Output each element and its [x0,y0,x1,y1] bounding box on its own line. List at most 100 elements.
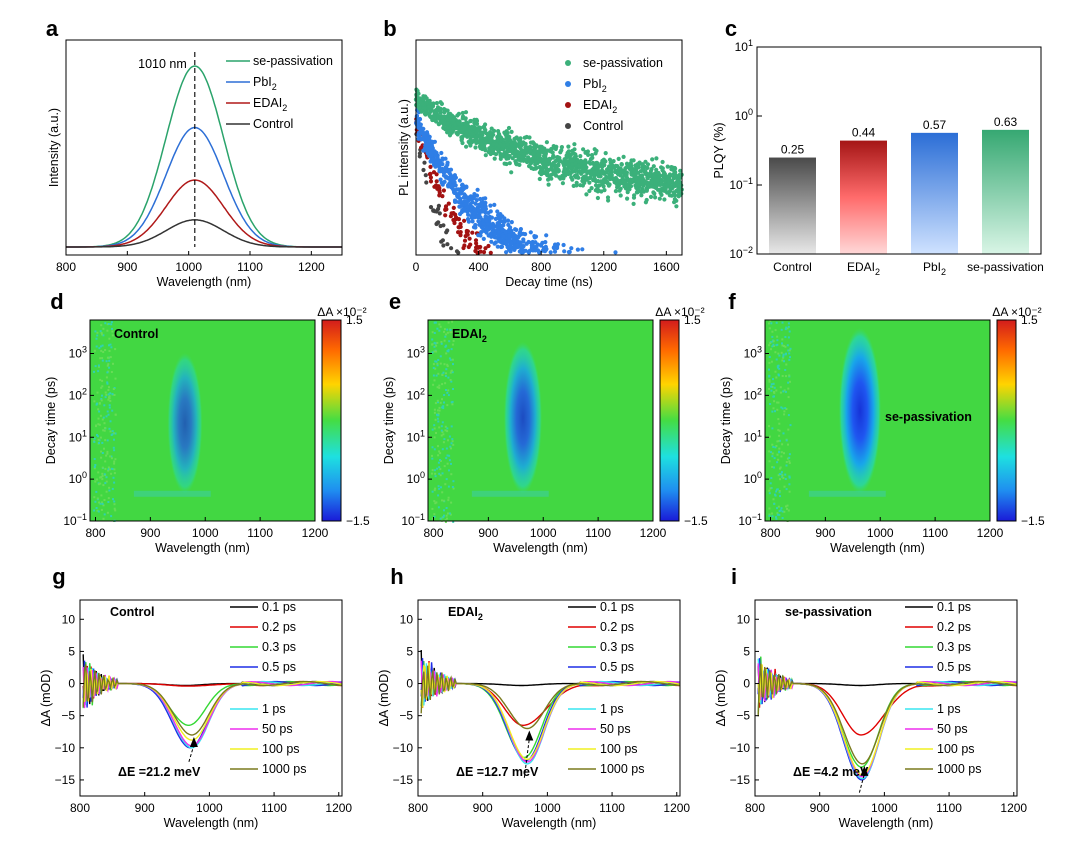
scatter-point [585,169,590,174]
heatmap-noise [433,436,436,439]
heatmap-noise [108,404,111,407]
scatter-point [548,147,554,153]
heatmap-noise [444,382,447,385]
heatmap-noise [100,508,103,511]
y-tick-label-f-3: 102 [744,386,762,402]
heatmap-noise [443,394,446,396]
scatter-point [446,201,451,206]
scatter-point [478,134,483,140]
y-tick-label-c-0: 10−2 [729,245,753,261]
scatter-point [452,176,457,181]
scatter-point [662,178,668,184]
heatmap-noise [787,443,789,446]
scatter-point [442,170,447,175]
scatter-point [488,130,493,135]
scatter-point [535,152,540,158]
heatmap-noise [786,507,788,510]
x-tick-label-h-2: 1000 [534,801,561,815]
scatter-point [576,163,581,168]
scatter-point [477,202,482,207]
heatmap-noise [434,360,437,363]
heatmap-noise [109,400,112,402]
x-tick-label-b-0: 0 [413,260,420,274]
heatmap-noise [775,517,778,520]
scatter-point [503,229,508,235]
heatmap-noise [781,474,784,477]
heatmap-noise [437,401,439,404]
scatter-point [566,171,571,177]
scatter-point [629,171,634,176]
heatmap-noise [438,323,441,326]
heatmap-noise [451,438,454,441]
heatmap-noise [784,345,787,348]
heatmap-noise [779,509,782,512]
scatter-point [464,144,469,149]
heatmap-noise [111,430,114,433]
scatter-point [519,141,524,146]
heatmap-noise [100,399,103,402]
heatmap-noise [785,464,788,467]
scatter-point [477,208,482,213]
heatmap-noise [436,364,439,367]
heatmap-noise [778,491,781,494]
y-tick-label-h-2: −5 [399,709,413,723]
series-line-control [66,219,342,248]
scatter-point [481,250,487,255]
scatter-point [449,246,454,251]
heatmap-noise [101,474,104,477]
scatter-point [570,158,575,163]
series-line-pbi [66,126,342,248]
y-tick-label-c-1: 10−1 [729,176,753,192]
heatmap-noise [783,413,786,416]
heatmap-noise [784,478,787,480]
heatmap-noise [777,401,780,404]
heatmap-noise [437,461,440,464]
heatmap-noise [103,404,106,407]
scatter-point [560,181,566,186]
scatter-point [672,197,678,202]
scatter-point [521,239,526,244]
heatmap-noise [100,349,103,352]
x-tick-label-f-0: 800 [760,526,780,540]
y-tick-label-f-0: 10−1 [738,512,762,528]
heatmap-noise [452,487,455,490]
heatmap-noise [447,349,450,351]
colorbar-min-d: −1.5 [346,514,370,528]
scatter-point [441,223,446,228]
panel-label-b: b [383,16,396,41]
colorbar-title-d: ΔA ×10⁻² [317,305,366,319]
scatter-point [509,129,514,134]
heatmap-noise [99,436,102,439]
spectra-curves [757,656,1018,781]
heatmap-noise [94,464,97,466]
scatter-point [475,187,480,192]
legend-label-h-6: 100 ps [600,742,638,756]
heatmap-noise [775,445,778,447]
scatter-point [458,211,463,217]
axes-frame-c [756,46,1042,255]
y-tick-label-i-5: 10 [737,612,751,626]
heatmap-noise [433,332,436,334]
heatmap-noise [444,519,447,522]
scatter-point [578,154,583,159]
scatter-point [483,136,488,141]
sample-label-i: se-passivation [785,605,872,619]
heatmap-noise [106,364,109,367]
scatter-point [651,164,656,169]
heatmap-noise [431,507,434,510]
legend-label-h-4: 1 ps [600,702,624,716]
scatter-point [616,156,621,161]
scatter-point [461,207,466,212]
scatter-point [654,167,659,172]
scatter-point [532,155,537,160]
heatmap-noise [788,453,791,456]
spectrum-line-4 [757,658,1018,780]
scatter-point [451,205,456,210]
bar-2 [911,132,958,254]
scatter-point [421,132,426,137]
heatmap-noise [768,327,771,330]
x-tick-label-h-1: 900 [473,801,493,815]
heatmap-noise [437,372,440,375]
scatter-point [470,219,475,224]
heatmap-noise [433,424,436,427]
